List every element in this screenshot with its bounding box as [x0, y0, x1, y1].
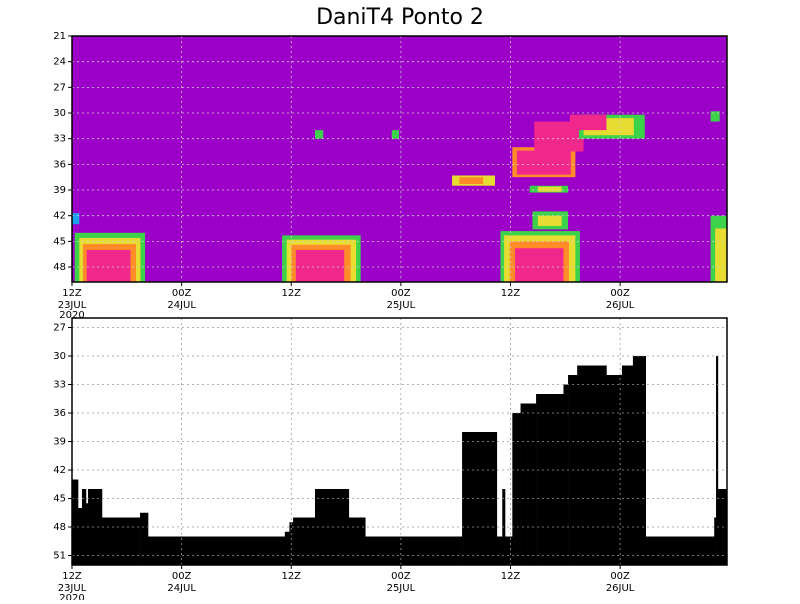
heat-patch: [537, 186, 562, 192]
heat-patch: [72, 213, 80, 225]
x-date-label: 23JUL: [58, 583, 87, 594]
step-bar: [645, 536, 715, 565]
step-bar: [606, 375, 623, 565]
x-date-label: 26JUL: [606, 300, 635, 311]
x-tick-label: 00Z: [391, 571, 411, 582]
heat-patch: [459, 177, 484, 185]
chart-title: DaniT4 Ponto 2: [316, 5, 484, 30]
x-tick-label: 12Z: [281, 288, 301, 299]
y-tick-label: 45: [53, 494, 66, 505]
x-date-label: 24JUL: [167, 583, 196, 594]
step-bar: [496, 536, 501, 565]
x-tick-label: 00Z: [391, 288, 411, 299]
step-bar: [87, 489, 103, 565]
y-tick-label: 51: [53, 551, 66, 562]
x-tick-label: 12Z: [501, 571, 521, 582]
heat-patch: [710, 111, 720, 122]
y-tick-label: 42: [53, 211, 66, 222]
x-tick-label: 00Z: [172, 288, 192, 299]
y-tick-label: 33: [53, 134, 66, 145]
plot-background: [72, 36, 727, 282]
step-bar: [148, 536, 286, 565]
y-tick-label: 39: [53, 437, 66, 448]
y-tick-label: 24: [53, 57, 66, 68]
step-bar: [293, 517, 316, 565]
y-tick-label: 21: [53, 31, 66, 42]
heat-patch: [86, 249, 131, 282]
heat-patch: [516, 150, 571, 175]
step-bar: [621, 365, 634, 565]
step-bar: [365, 536, 463, 565]
y-tick-label: 27: [53, 323, 66, 334]
step-bar: [520, 403, 537, 565]
x-tick-label: 00Z: [172, 571, 192, 582]
step-bar: [716, 356, 719, 565]
x-tick-label: 00Z: [610, 288, 630, 299]
step-bar: [101, 517, 141, 565]
x-tick-label: 12Z: [62, 288, 82, 299]
heat-patch: [569, 114, 607, 131]
step-bar: [563, 384, 569, 565]
heat-patch: [715, 228, 727, 282]
x-tick-label: 12Z: [281, 571, 301, 582]
y-tick-label: 36: [53, 408, 66, 419]
x-year-label: 2020: [59, 593, 84, 600]
step-bar: [577, 365, 607, 565]
heat-patch: [515, 248, 564, 282]
plot-frame: [71, 35, 728, 283]
step-bar: [81, 489, 87, 565]
heat-patch: [537, 215, 562, 226]
step-bar: [536, 394, 564, 565]
heat-patch: [295, 249, 345, 282]
x-date-label: 26JUL: [606, 583, 635, 594]
step-bar: [284, 531, 290, 565]
plot-frame: [71, 317, 728, 566]
y-tick-label: 42: [53, 465, 66, 476]
x-tick-label: 12Z: [501, 288, 521, 299]
step-bar: [348, 517, 366, 565]
y-tick-label: 48: [53, 522, 66, 533]
y-tick-label: 33: [53, 380, 66, 391]
x-year-label: 2020: [59, 310, 84, 321]
step-bar: [714, 517, 717, 565]
step-bar: [140, 512, 149, 565]
y-tick-label: 45: [53, 236, 66, 247]
x-date-label: 24JUL: [167, 300, 196, 311]
step-bar: [632, 356, 646, 565]
step-bar: [505, 536, 513, 565]
x-date-label: 25JUL: [387, 300, 416, 311]
step-bar: [512, 413, 521, 565]
y-tick-label: 36: [53, 159, 66, 170]
step-bar: [78, 508, 83, 565]
x-date-label: 23JUL: [58, 300, 87, 311]
y-tick-label: 39: [53, 185, 66, 196]
y-tick-label: 27: [53, 82, 66, 93]
heat-patch: [391, 130, 400, 139]
x-tick-label: 00Z: [610, 571, 630, 582]
x-tick-label: 12Z: [62, 571, 82, 582]
y-tick-label: 30: [53, 108, 66, 119]
step-bar: [500, 536, 503, 565]
step-bar: [85, 503, 89, 565]
heat-patch: [314, 130, 324, 139]
step-bar: [72, 479, 79, 565]
y-tick-label: 30: [53, 351, 66, 362]
y-tick-label: 48: [53, 262, 66, 273]
x-date-label: 25JUL: [387, 583, 416, 594]
